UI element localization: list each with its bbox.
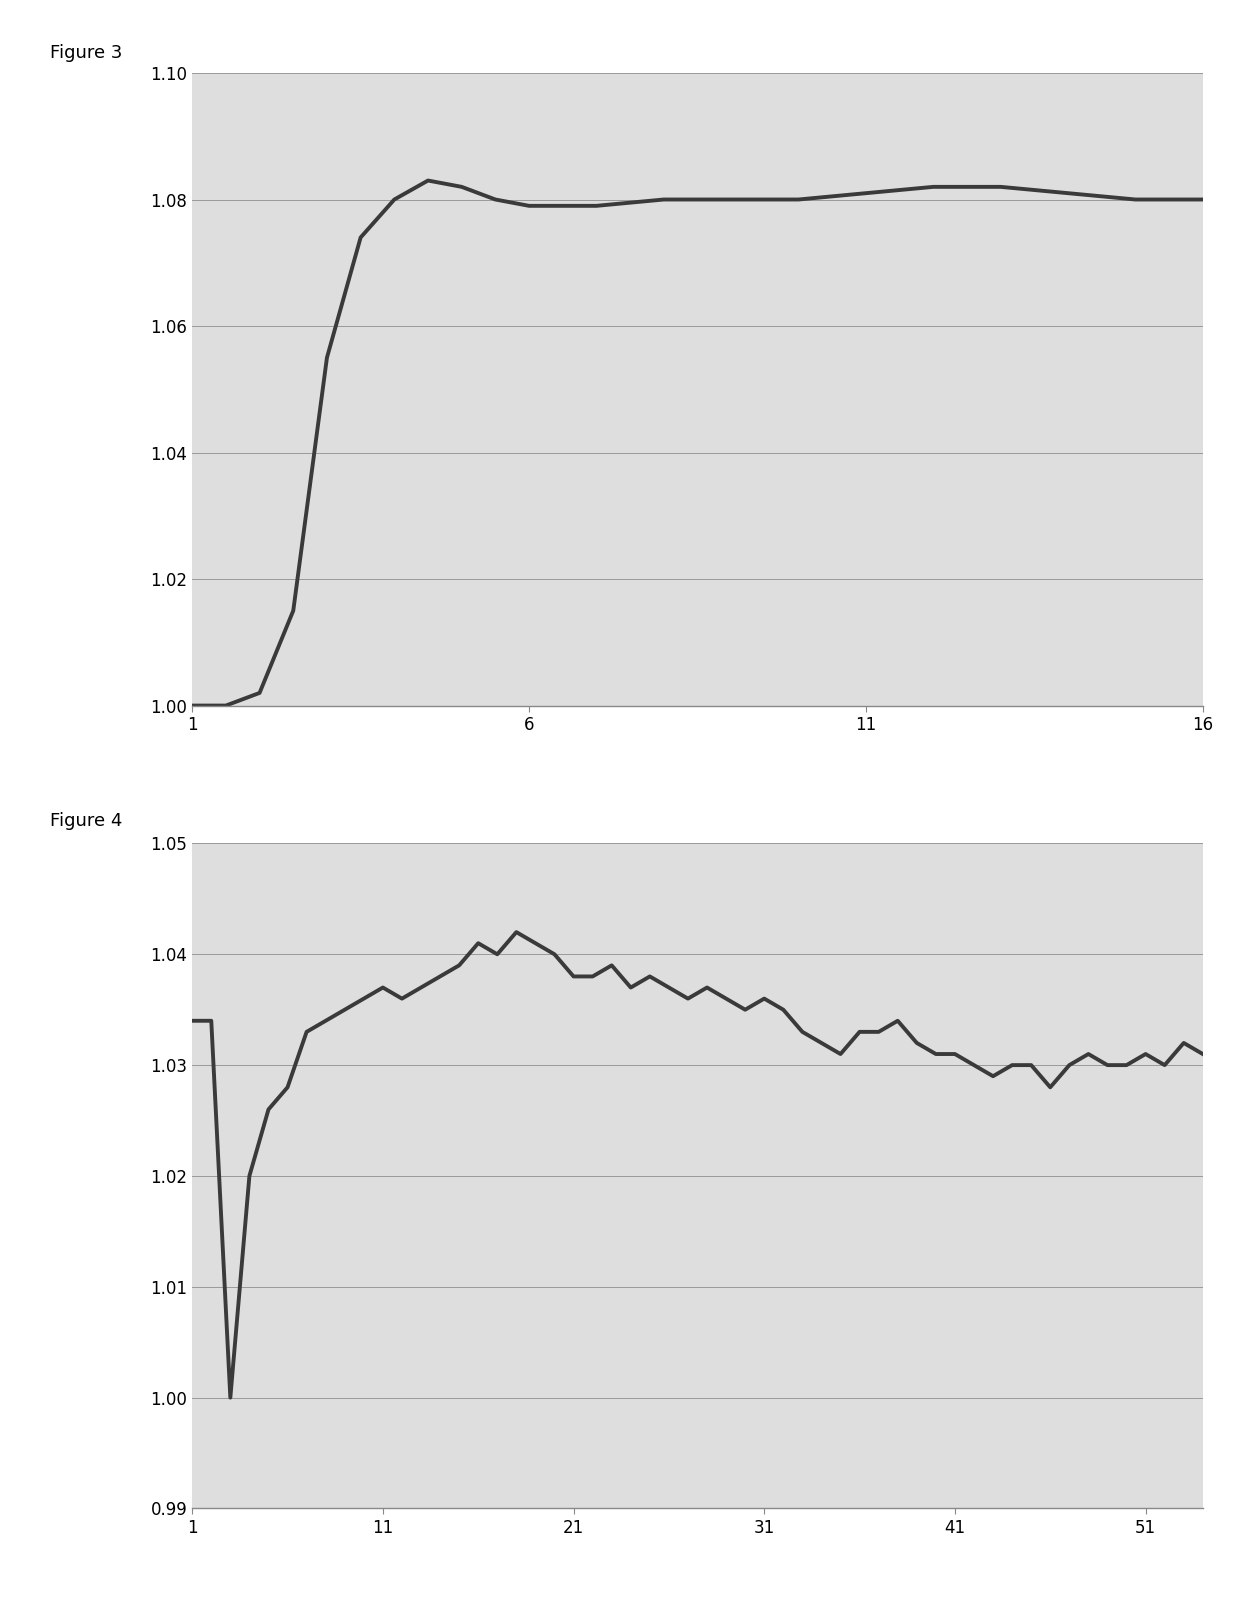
Text: Figure 3: Figure 3 [50, 44, 122, 62]
Text: Figure 4: Figure 4 [50, 813, 122, 830]
